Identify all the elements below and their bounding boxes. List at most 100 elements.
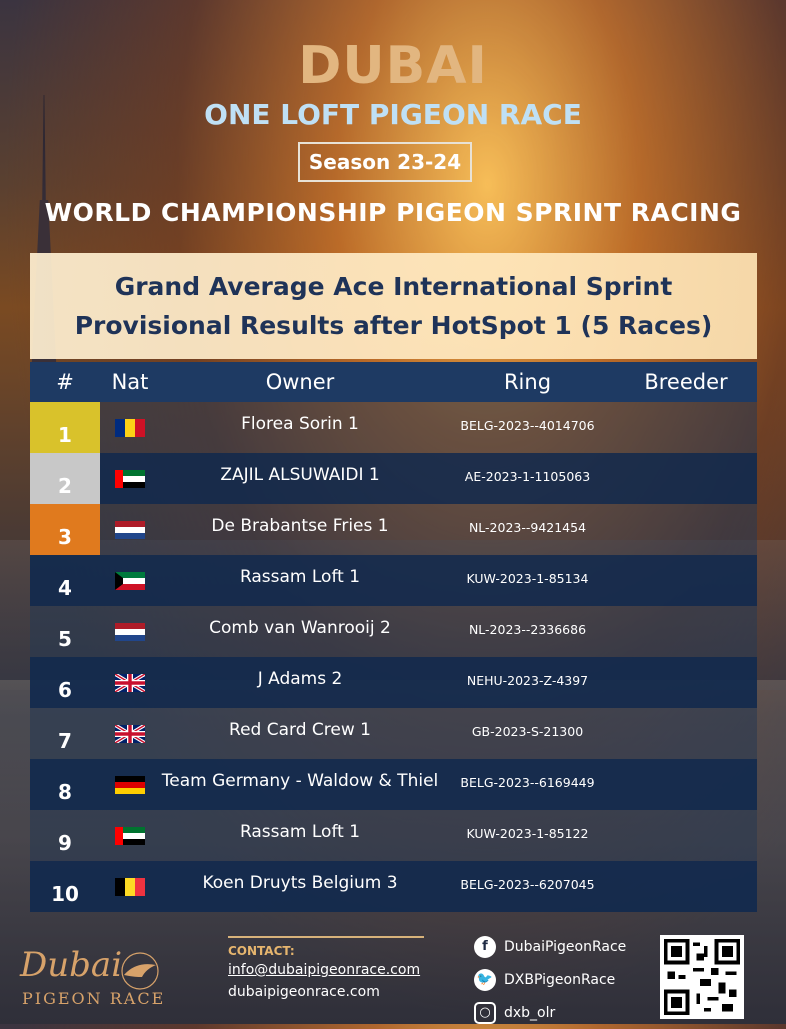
table-row[interactable]: 1 Florea Sorin 1 BELG-2023--4014706 bbox=[30, 402, 757, 453]
instagram-link[interactable]: ○ dxb_olr bbox=[474, 996, 654, 1029]
header-ring: Ring bbox=[503, 370, 552, 394]
nationality-cell bbox=[100, 657, 160, 708]
uae-flag-icon bbox=[115, 469, 145, 488]
header-owner: Owner bbox=[265, 370, 335, 394]
nationality-cell bbox=[100, 861, 160, 912]
ring-cell: AE-2023-1-1105063 bbox=[464, 469, 591, 484]
uae-flag-icon bbox=[115, 826, 145, 845]
championship-title: WORLD CHAMPIONSHIP PIGEON SPRINT RACING bbox=[44, 198, 742, 227]
owner-cell: ZAJIL ALSUWAIDI 1 bbox=[220, 464, 380, 485]
social-links: f DubaiPigeonRace 🐦 DXBPigeonRace ○ dxb_… bbox=[474, 930, 654, 1029]
rank-cell: 9 bbox=[58, 831, 72, 855]
nationality-cell bbox=[100, 708, 160, 759]
owner-cell: Red Card Crew 1 bbox=[229, 719, 371, 740]
brand-subtitle: ONE LOFT PIGEON RACE bbox=[204, 98, 582, 131]
table-row[interactable]: 10 Koen Druyts Belgium 3 BELG-2023--620704… bbox=[30, 861, 757, 912]
breeder-cell bbox=[615, 504, 757, 555]
results-table: # Nat Owner Ring Breeder 1 Florea Sorin 1… bbox=[30, 362, 757, 912]
ring-cell: BELG-2023--6207045 bbox=[460, 877, 595, 892]
results-title-line2: Provisional Results after HotSpot 1 (5 R… bbox=[74, 311, 713, 340]
ring-cell: NEHU-2023-Z-4397 bbox=[466, 673, 589, 688]
qr-code[interactable] bbox=[660, 935, 744, 1019]
rank-cell: 3 bbox=[30, 504, 100, 555]
ring-cell: KUW-2023-1-85122 bbox=[466, 826, 589, 841]
table-row[interactable]: 9 Rassam Loft 1 KUW-2023-1-85122 bbox=[30, 810, 757, 861]
rank-cell: 10 bbox=[51, 882, 79, 906]
breeder-cell bbox=[615, 810, 757, 861]
website-link[interactable]: dubaipigeonrace.com bbox=[228, 984, 380, 1000]
breeder-cell bbox=[615, 555, 757, 606]
table-row[interactable]: 7 Red Card Crew 1 GB-2023-S-21300 bbox=[30, 708, 757, 759]
ring-cell: BELG-2023--6169449 bbox=[460, 775, 595, 790]
table-row[interactable]: 3 De Brabantse Fries 1 NL-2023--9421454 bbox=[30, 504, 757, 555]
table-row[interactable]: 6 J Adams 2 NEHU-2023-Z-4397 bbox=[30, 657, 757, 708]
nationality-cell bbox=[100, 504, 160, 555]
brand-title: DUBAI bbox=[298, 36, 488, 96]
nationality-cell bbox=[100, 606, 160, 657]
rank-cell: 5 bbox=[58, 627, 72, 651]
contact-divider bbox=[228, 936, 424, 938]
breeder-cell bbox=[615, 453, 757, 504]
germany-flag-icon bbox=[115, 775, 145, 794]
breeder-cell bbox=[615, 861, 757, 912]
owner-cell: Rassam Loft 1 bbox=[239, 821, 361, 842]
ring-cell: KUW-2023-1-85134 bbox=[466, 571, 589, 586]
header-rank: # bbox=[56, 370, 74, 394]
results-title-line1: Grand Average Ace International Sprint bbox=[114, 272, 673, 301]
instagram-handle: dxb_olr bbox=[504, 1004, 556, 1021]
nationality-cell bbox=[100, 555, 160, 606]
uk-flag-icon bbox=[115, 724, 145, 743]
facebook-icon: f bbox=[474, 935, 496, 958]
rank-cell: 4 bbox=[58, 576, 72, 600]
logo-subtitle: PIGEON RACE bbox=[22, 989, 166, 1008]
facebook-handle: DubaiPigeonRace bbox=[504, 938, 627, 955]
romania-flag-icon bbox=[115, 418, 145, 437]
owner-cell: De Brabantse Fries 1 bbox=[211, 515, 389, 536]
rank-cell: 8 bbox=[58, 780, 72, 804]
table-header: # Nat Owner Ring Breeder bbox=[30, 362, 757, 402]
dubai-pigeon-race-logo: Dubai PIGEON RACE bbox=[20, 945, 170, 1015]
contact-block: CONTACT: info@dubaipigeonrace.com dubaip… bbox=[228, 936, 428, 1000]
table-row[interactable]: 5 Comb van Wanrooij 2 NL-2023--2336686 bbox=[30, 606, 757, 657]
owner-cell: Florea Sorin 1 bbox=[241, 413, 359, 434]
table-row[interactable]: 2 ZAJIL ALSUWAIDI 1 AE-2023-1-1105063 bbox=[30, 453, 757, 504]
facebook-link[interactable]: f DubaiPigeonRace bbox=[474, 930, 654, 963]
rank-cell: 7 bbox=[58, 729, 72, 753]
logo-script: Dubai bbox=[20, 945, 123, 985]
contact-label: CONTACT: bbox=[228, 944, 295, 958]
table-body: 1 Florea Sorin 1 BELG-2023--4014706 2 ZAJIL … bbox=[30, 402, 757, 912]
ring-cell: NL-2023--9421454 bbox=[468, 520, 587, 535]
breeder-cell bbox=[615, 402, 757, 453]
header-breeder: Breeder bbox=[644, 370, 728, 394]
table-row[interactable]: 8 Team Germany - Waldow & Thiel BELG-2023-… bbox=[30, 759, 757, 810]
breeder-cell bbox=[615, 708, 757, 759]
owner-cell: Koen Druyts Belgium 3 bbox=[202, 872, 398, 893]
table-row[interactable]: 4 Rassam Loft 1 KUW-2023-1-85134 bbox=[30, 555, 757, 606]
contact-email-link[interactable]: info@dubaipigeonrace.com bbox=[228, 962, 421, 978]
owner-cell: Rassam Loft 1 bbox=[239, 566, 361, 587]
results-title-panel: Grand Average Ace International Sprint P… bbox=[30, 253, 757, 359]
netherlands-flag-icon bbox=[115, 520, 145, 539]
kuwait-flag-icon bbox=[115, 571, 145, 590]
breeder-cell bbox=[615, 657, 757, 708]
owner-cell: J Adams 2 bbox=[257, 668, 343, 689]
twitter-icon: 🐦 bbox=[474, 968, 496, 991]
ring-cell: GB-2023-S-21300 bbox=[471, 724, 584, 739]
uk-flag-icon bbox=[115, 673, 145, 692]
rank-cell: 6 bbox=[58, 678, 72, 702]
rank-cell: 2 bbox=[30, 453, 100, 504]
owner-cell: Comb van Wanrooij 2 bbox=[209, 617, 391, 638]
instagram-icon: ○ bbox=[474, 1001, 496, 1024]
twitter-link[interactable]: 🐦 DXBPigeonRace bbox=[474, 963, 654, 996]
owner-cell: Team Germany - Waldow & Thiel bbox=[161, 770, 439, 791]
ring-cell: NL-2023--2336686 bbox=[468, 622, 587, 637]
belgium-flag-icon bbox=[115, 877, 145, 896]
nationality-cell bbox=[100, 810, 160, 861]
nationality-cell bbox=[100, 402, 160, 453]
breeder-cell bbox=[615, 606, 757, 657]
nationality-cell bbox=[100, 453, 160, 504]
nationality-cell bbox=[100, 759, 160, 810]
breeder-cell bbox=[615, 759, 757, 810]
netherlands-flag-icon bbox=[115, 622, 145, 641]
twitter-handle: DXBPigeonRace bbox=[504, 971, 616, 988]
